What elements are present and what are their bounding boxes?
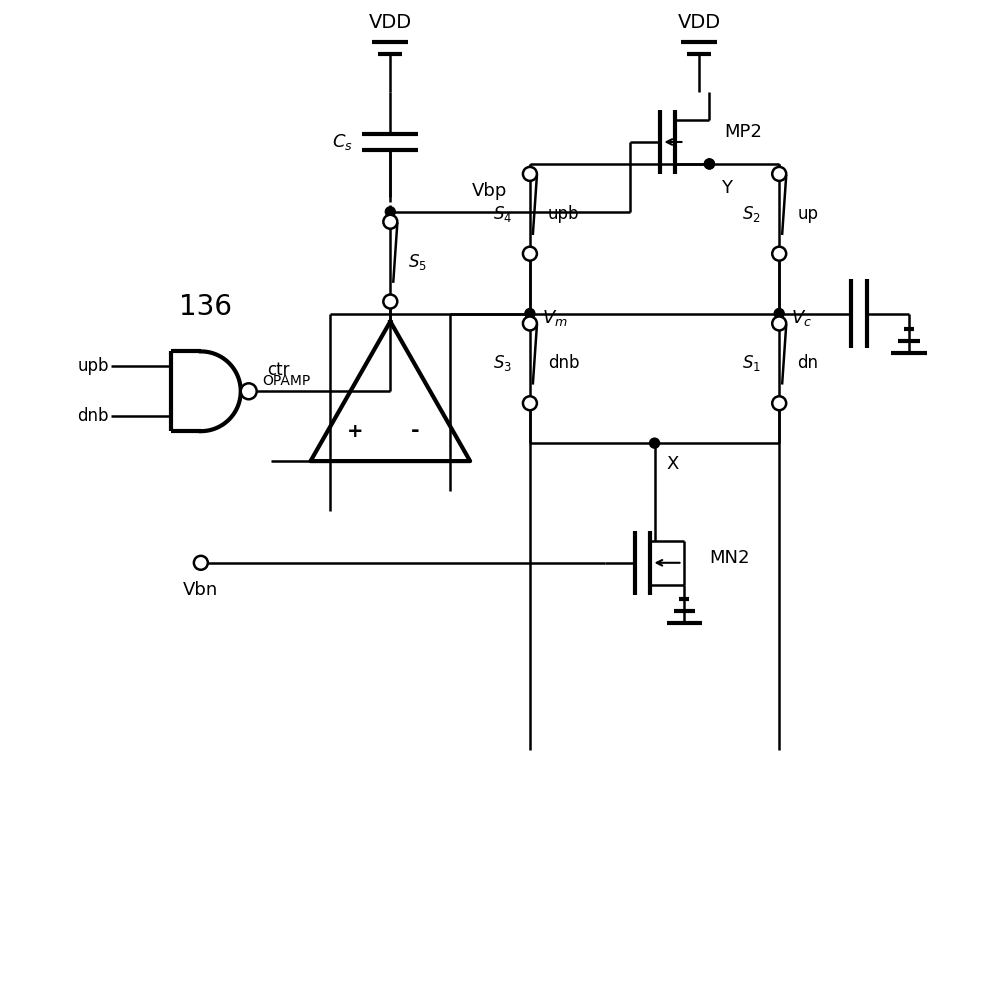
Text: Vbn: Vbn <box>183 581 218 598</box>
Text: $V_m$: $V_m$ <box>542 308 568 329</box>
Circle shape <box>774 308 784 319</box>
Circle shape <box>383 294 397 308</box>
Text: $S_4$: $S_4$ <box>493 204 512 224</box>
Circle shape <box>772 246 786 261</box>
Circle shape <box>385 207 395 217</box>
Circle shape <box>704 159 714 169</box>
Circle shape <box>525 308 535 319</box>
Circle shape <box>523 246 537 261</box>
Text: MN2: MN2 <box>709 548 750 567</box>
Text: upb: upb <box>548 205 579 223</box>
Circle shape <box>383 215 397 229</box>
Circle shape <box>772 396 786 410</box>
Text: OPAMP: OPAMP <box>262 375 311 388</box>
Text: $S_2$: $S_2$ <box>742 204 761 224</box>
Text: dnb: dnb <box>78 407 109 425</box>
Text: +: + <box>347 422 364 440</box>
Circle shape <box>772 167 786 181</box>
Text: $V_c$: $V_c$ <box>791 308 812 329</box>
Text: $S_5$: $S_5$ <box>408 252 427 272</box>
Circle shape <box>523 167 537 181</box>
Circle shape <box>650 439 660 448</box>
Text: -: - <box>411 421 420 441</box>
Text: Y: Y <box>721 179 732 197</box>
Circle shape <box>194 556 208 570</box>
Text: 136: 136 <box>179 293 232 322</box>
Circle shape <box>772 317 786 331</box>
Text: MP2: MP2 <box>724 123 762 141</box>
Text: $C_s$: $C_s$ <box>332 132 353 152</box>
Text: VDD: VDD <box>369 14 412 32</box>
Text: ctr: ctr <box>267 361 289 380</box>
Text: upb: upb <box>78 357 109 376</box>
Text: Vbp: Vbp <box>472 181 508 200</box>
Circle shape <box>523 317 537 331</box>
Text: $S_1$: $S_1$ <box>742 353 761 374</box>
Circle shape <box>241 384 257 399</box>
Text: dnb: dnb <box>548 354 579 373</box>
Text: VDD: VDD <box>678 14 721 32</box>
Text: X: X <box>667 455 679 473</box>
Text: dn: dn <box>797 354 818 373</box>
Text: $S_3$: $S_3$ <box>493 353 512 374</box>
Circle shape <box>704 159 714 169</box>
Text: up: up <box>797 205 818 223</box>
Circle shape <box>523 396 537 410</box>
